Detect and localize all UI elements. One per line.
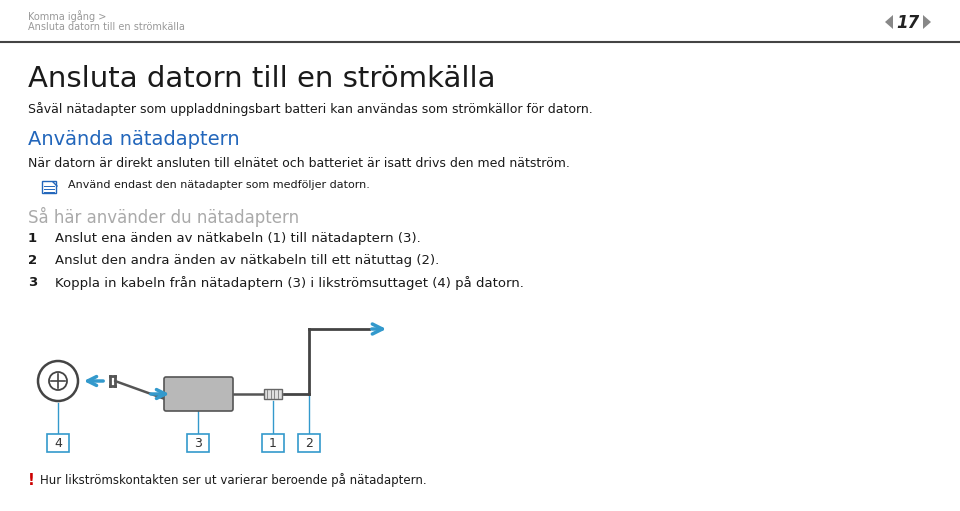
Text: 3: 3 xyxy=(28,276,37,289)
FancyBboxPatch shape xyxy=(262,434,284,452)
Text: Såväl nätadapter som uppladdningsbart batteri kan användas som strömkällor för d: Såväl nätadapter som uppladdningsbart ba… xyxy=(28,102,592,116)
FancyBboxPatch shape xyxy=(164,377,233,411)
FancyBboxPatch shape xyxy=(264,389,282,399)
Text: 1: 1 xyxy=(269,436,276,450)
Text: Komma igång >: Komma igång > xyxy=(28,10,107,22)
Text: 2: 2 xyxy=(305,436,313,450)
Text: !: ! xyxy=(28,473,35,488)
Text: När datorn är direkt ansluten till elnätet och batteriet är isatt drivs den med : När datorn är direkt ansluten till elnät… xyxy=(28,157,570,170)
FancyBboxPatch shape xyxy=(298,434,320,452)
Text: Anslut ena änden av nätkabeln (1) till nätadaptern (3).: Anslut ena änden av nätkabeln (1) till n… xyxy=(55,232,420,245)
Text: 2: 2 xyxy=(28,254,37,267)
Text: 17: 17 xyxy=(897,14,920,32)
Polygon shape xyxy=(923,15,931,29)
FancyBboxPatch shape xyxy=(47,434,69,452)
Polygon shape xyxy=(885,15,893,29)
Text: Använda nätadaptern: Använda nätadaptern xyxy=(28,130,240,149)
Text: Anslut den andra änden av nätkabeln till ett nätuttag (2).: Anslut den andra änden av nätkabeln till… xyxy=(55,254,440,267)
Text: Så här använder du nätadaptern: Så här använder du nätadaptern xyxy=(28,207,300,227)
Text: 4: 4 xyxy=(54,436,62,450)
Text: Ansluta datorn till en strömkälla: Ansluta datorn till en strömkälla xyxy=(28,65,495,93)
FancyBboxPatch shape xyxy=(187,434,209,452)
Text: 3: 3 xyxy=(194,436,202,450)
Text: Hur likströmskontakten ser ut varierar beroende på nätadaptern.: Hur likströmskontakten ser ut varierar b… xyxy=(40,473,426,487)
Text: Koppla in kabeln från nätadaptern (3) i likströmsuttaget (4) på datorn.: Koppla in kabeln från nätadaptern (3) i … xyxy=(55,276,524,290)
Text: Ansluta datorn till en strömkälla: Ansluta datorn till en strömkälla xyxy=(28,22,185,32)
Text: 1: 1 xyxy=(28,232,37,245)
Text: Använd endast den nätadapter som medföljer datorn.: Använd endast den nätadapter som medfölj… xyxy=(68,180,370,190)
